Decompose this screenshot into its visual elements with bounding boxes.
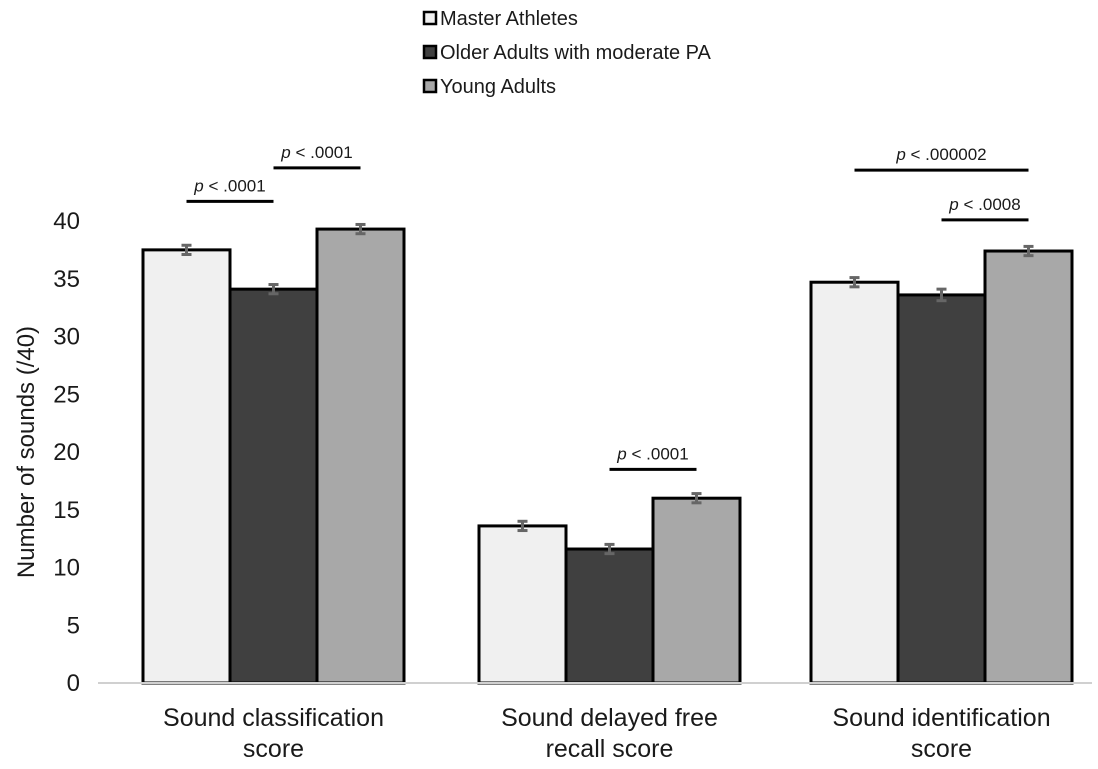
error-bars bbox=[181, 222, 1034, 556]
bar bbox=[651, 496, 742, 685]
y-tick-label: 30 bbox=[53, 324, 80, 351]
y-tick-label: 25 bbox=[53, 381, 80, 408]
legend-swatch bbox=[422, 44, 438, 60]
category-labels: Sound classification score Sound delayed f… bbox=[163, 704, 1051, 763]
p-symbol: p bbox=[895, 145, 905, 164]
bar bbox=[564, 547, 655, 685]
p-value: < .0008 bbox=[959, 195, 1021, 214]
category-label: Sound identification score bbox=[832, 704, 1050, 763]
y-axis-title: Number of sounds (/40) bbox=[13, 326, 40, 578]
legend: Master Athletes Older Adults with moderat… bbox=[422, 8, 712, 98]
category-label-line: recall score bbox=[546, 735, 674, 763]
y-tick-label: 20 bbox=[53, 439, 80, 466]
bar bbox=[983, 249, 1074, 685]
p-value: < .0001 bbox=[204, 176, 266, 195]
p-symbol: p bbox=[616, 444, 626, 463]
category-label-line: Sound identification bbox=[832, 704, 1050, 732]
bar bbox=[315, 227, 406, 685]
legend-label: Older Adults with moderate PA bbox=[440, 42, 712, 64]
category-label-line: Sound classification bbox=[163, 704, 384, 732]
bar bbox=[896, 293, 987, 685]
y-tick-label: 5 bbox=[67, 612, 80, 639]
legend-swatch bbox=[422, 78, 438, 94]
bar bbox=[477, 524, 568, 685]
category-label-line: Sound delayed free bbox=[501, 704, 718, 732]
y-tick-label: 10 bbox=[53, 555, 80, 582]
y-tick-label: 40 bbox=[53, 208, 80, 235]
significance-label: p < .0008 bbox=[948, 195, 1020, 214]
legend-label: Master Athletes bbox=[440, 8, 578, 30]
y-tick-label: 0 bbox=[67, 670, 80, 697]
category-label: Sound delayed free recall score bbox=[501, 704, 718, 763]
significance-label: p < .0001 bbox=[280, 143, 352, 162]
p-symbol: p bbox=[280, 143, 290, 162]
category-label-line: score bbox=[911, 735, 972, 763]
significance-label: p < .000002 bbox=[895, 145, 986, 164]
bars bbox=[141, 227, 1074, 685]
legend-label: Young Adults bbox=[440, 76, 556, 98]
legend-swatch bbox=[422, 10, 438, 26]
bar bbox=[809, 280, 900, 685]
bar bbox=[141, 248, 232, 685]
category-label-line: score bbox=[243, 735, 304, 763]
p-symbol: p bbox=[948, 195, 958, 214]
y-axis-ticks: 0 5 10 15 20 25 30 35 40 bbox=[53, 208, 80, 697]
y-tick-label: 35 bbox=[53, 266, 80, 293]
p-value: < .000002 bbox=[906, 145, 987, 164]
p-symbol: p bbox=[193, 176, 203, 195]
p-value: < .0001 bbox=[627, 444, 689, 463]
y-tick-label: 15 bbox=[53, 497, 80, 524]
category-label: Sound classification score bbox=[163, 704, 384, 763]
significance-label: p < .0001 bbox=[616, 444, 688, 463]
p-value: < .0001 bbox=[291, 143, 353, 162]
bar bbox=[228, 287, 319, 685]
significance-label: p < .0001 bbox=[193, 176, 265, 195]
